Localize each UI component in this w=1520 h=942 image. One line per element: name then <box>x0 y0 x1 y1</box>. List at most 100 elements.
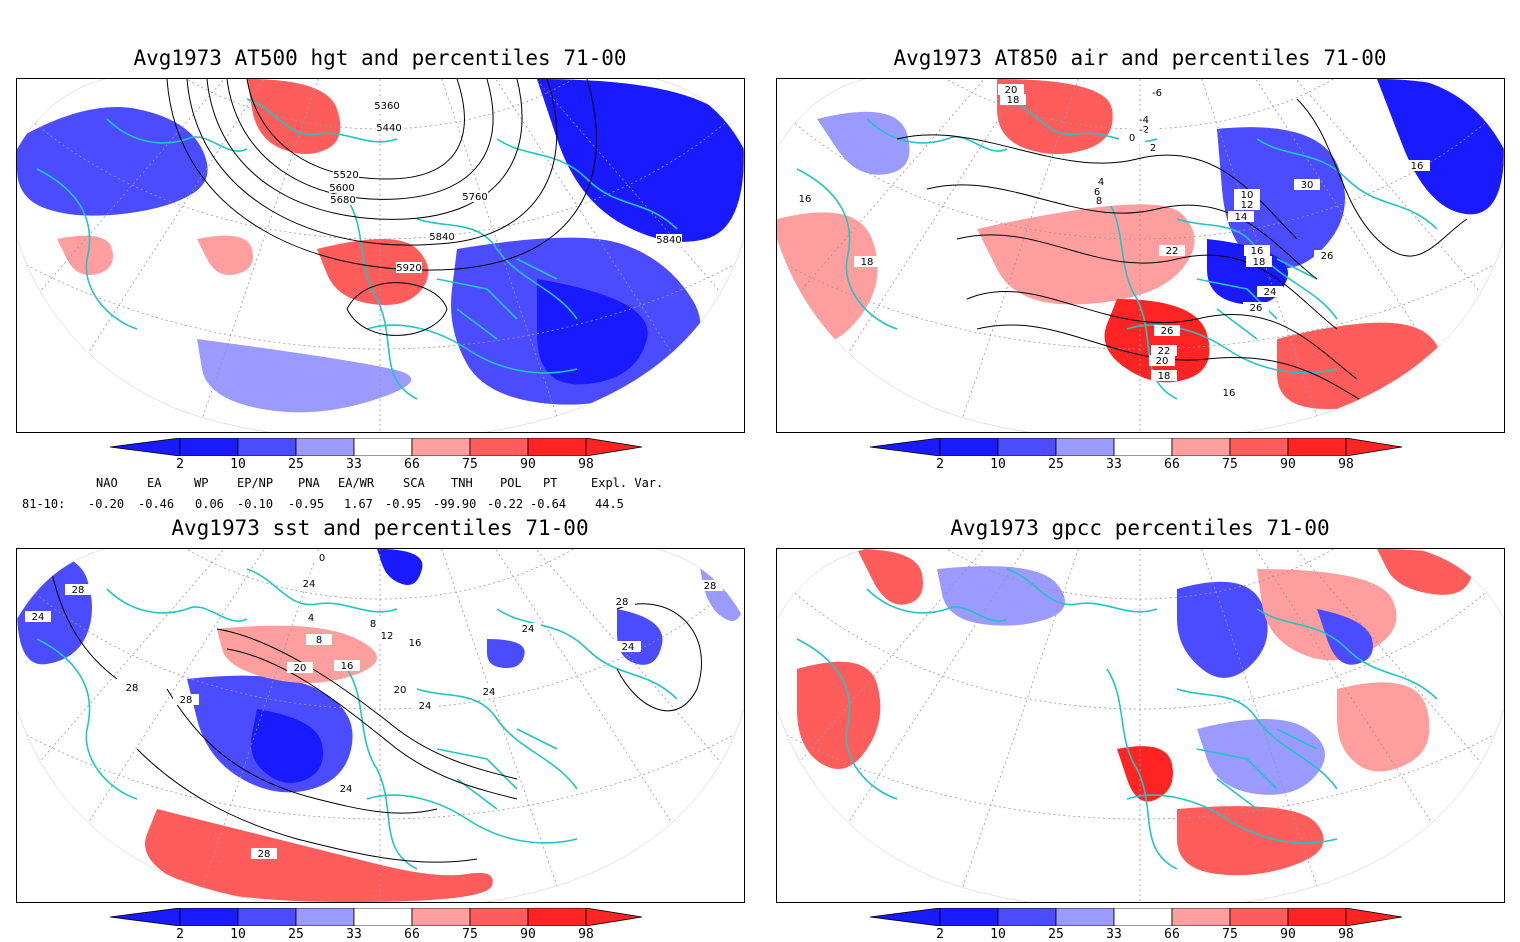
colorbar-segment <box>997 907 1057 927</box>
colorbar-segment <box>527 437 587 457</box>
colorbar-sst: 2 10 25 33 66 75 90 98 <box>109 907 650 942</box>
colorbar-label: 2 <box>936 927 944 942</box>
panel-title-gpcc: Avg1973 gpcc percentiles 71-00 <box>950 516 1330 540</box>
colorbar-segment <box>939 907 999 927</box>
colorbar-segment <box>997 437 1057 457</box>
colorbar-label: 25 <box>288 927 304 942</box>
colorbar-label: 10 <box>990 457 1006 472</box>
colorbar-svg <box>869 907 1403 927</box>
coastline <box>1006 568 1158 613</box>
percentile-shading <box>1117 746 1173 802</box>
index-header: PT <box>543 476 558 490</box>
contour-line <box>1296 98 1468 257</box>
colorbar-label: 66 <box>404 457 420 472</box>
contour-line <box>136 748 478 863</box>
colorbar-segment <box>1345 907 1403 927</box>
contour-label: 16 <box>1251 246 1264 257</box>
index-header: SCA <box>403 476 425 490</box>
contour-label: 28 <box>704 581 717 592</box>
colorbar-gpcc: 2 10 25 33 66 75 90 98 <box>869 907 1410 942</box>
colorbar-label: 75 <box>462 927 478 942</box>
contour-line <box>926 184 1318 280</box>
percentile-shading <box>1177 806 1324 876</box>
percentile-shading <box>17 107 208 216</box>
graticule-line <box>777 79 1141 432</box>
coastline <box>246 98 398 143</box>
index-header: TNH <box>451 476 473 490</box>
index-value: -0.20 <box>88 497 125 511</box>
contour-label: 24 <box>32 612 45 623</box>
contour-label: 18 <box>1007 95 1020 106</box>
contour-line <box>166 79 598 271</box>
contour-label: 8 <box>1096 196 1102 207</box>
colorbar-segment <box>109 907 181 927</box>
colorbar-label: 33 <box>346 927 362 942</box>
colorbar-label: 2 <box>176 927 184 942</box>
colorbar-segment <box>1287 907 1347 927</box>
graticule-line <box>379 79 744 432</box>
contour-line <box>246 79 465 180</box>
colorbar-segment <box>1171 907 1231 927</box>
colorbar-segment <box>109 437 181 457</box>
percentile-shading <box>857 549 923 605</box>
graticule-line <box>17 79 381 432</box>
colorbar-label: 25 <box>288 457 304 472</box>
colorbar-label: 66 <box>1164 927 1180 942</box>
contour-label: 5840 <box>429 232 454 243</box>
coastline <box>366 324 578 374</box>
contour-line <box>616 603 702 712</box>
contour-line <box>226 648 518 800</box>
contour-label: 8 <box>316 635 322 646</box>
colorbar-label: 10 <box>230 927 246 942</box>
coastline <box>36 168 138 330</box>
contour-label: 10 <box>1241 190 1254 201</box>
colorbar-label: 10 <box>990 927 1006 942</box>
index-value: 44.5 <box>595 497 624 511</box>
map-gpcc <box>777 549 1504 902</box>
contour-label: 5760 <box>462 192 487 203</box>
panel-title-air850: Avg1973 AT850 air and percentiles 71-00 <box>893 46 1387 70</box>
percentile-shading <box>1317 609 1373 665</box>
contour-label: 24 <box>1264 287 1277 298</box>
contour-label: 12 <box>1241 200 1254 211</box>
graticule-line <box>777 79 1141 432</box>
contour-label: 18 <box>1253 257 1266 268</box>
colorbar-segment <box>353 907 413 927</box>
colorbar-air850: 2 10 25 33 66 75 90 98 <box>869 437 1410 472</box>
colorbar-segment <box>527 907 587 927</box>
contour-label: -4 <box>1139 115 1149 126</box>
contour-label: 16 <box>1411 161 1424 172</box>
percentile-shading <box>145 809 493 902</box>
percentile-shading <box>1377 79 1504 215</box>
map-panel-air850: 20 18 -6 -4 -2 0 2 4 6 8 10 12 14 22 16 18 24 26 26 22 20 18 1… <box>776 78 1505 433</box>
contour-label: 18 <box>1158 371 1171 382</box>
graticule-line <box>777 549 1141 902</box>
percentile-shading <box>197 339 412 413</box>
percentile-shading <box>1177 581 1268 678</box>
coastline <box>1196 728 1318 810</box>
colorbar-label: 90 <box>1280 457 1296 472</box>
coastline <box>866 118 1008 152</box>
colorbar-svg <box>109 907 643 927</box>
colorbar-label: 90 <box>520 927 536 942</box>
colorbar-label: 66 <box>1164 457 1180 472</box>
contour-label: 5680 <box>330 195 355 206</box>
colorbar-label: 98 <box>1338 457 1354 472</box>
colorbar-segment <box>295 437 355 457</box>
colorbar-label: 98 <box>1338 927 1354 942</box>
index-value: -0.46 <box>138 497 175 511</box>
colorbar-segment <box>585 437 643 457</box>
colorbar-segment <box>179 907 239 927</box>
coastline <box>106 588 248 622</box>
contour-line <box>956 234 1338 330</box>
contour-label: 26 <box>1161 326 1174 337</box>
coastline <box>796 168 898 330</box>
contour-line <box>186 79 558 246</box>
index-value: -0.95 <box>288 497 325 511</box>
contour-line <box>976 324 1378 410</box>
contour-label: 20 <box>1156 356 1169 367</box>
contour-label: 5520 <box>333 170 358 181</box>
contour-label: 26 <box>1250 303 1263 314</box>
